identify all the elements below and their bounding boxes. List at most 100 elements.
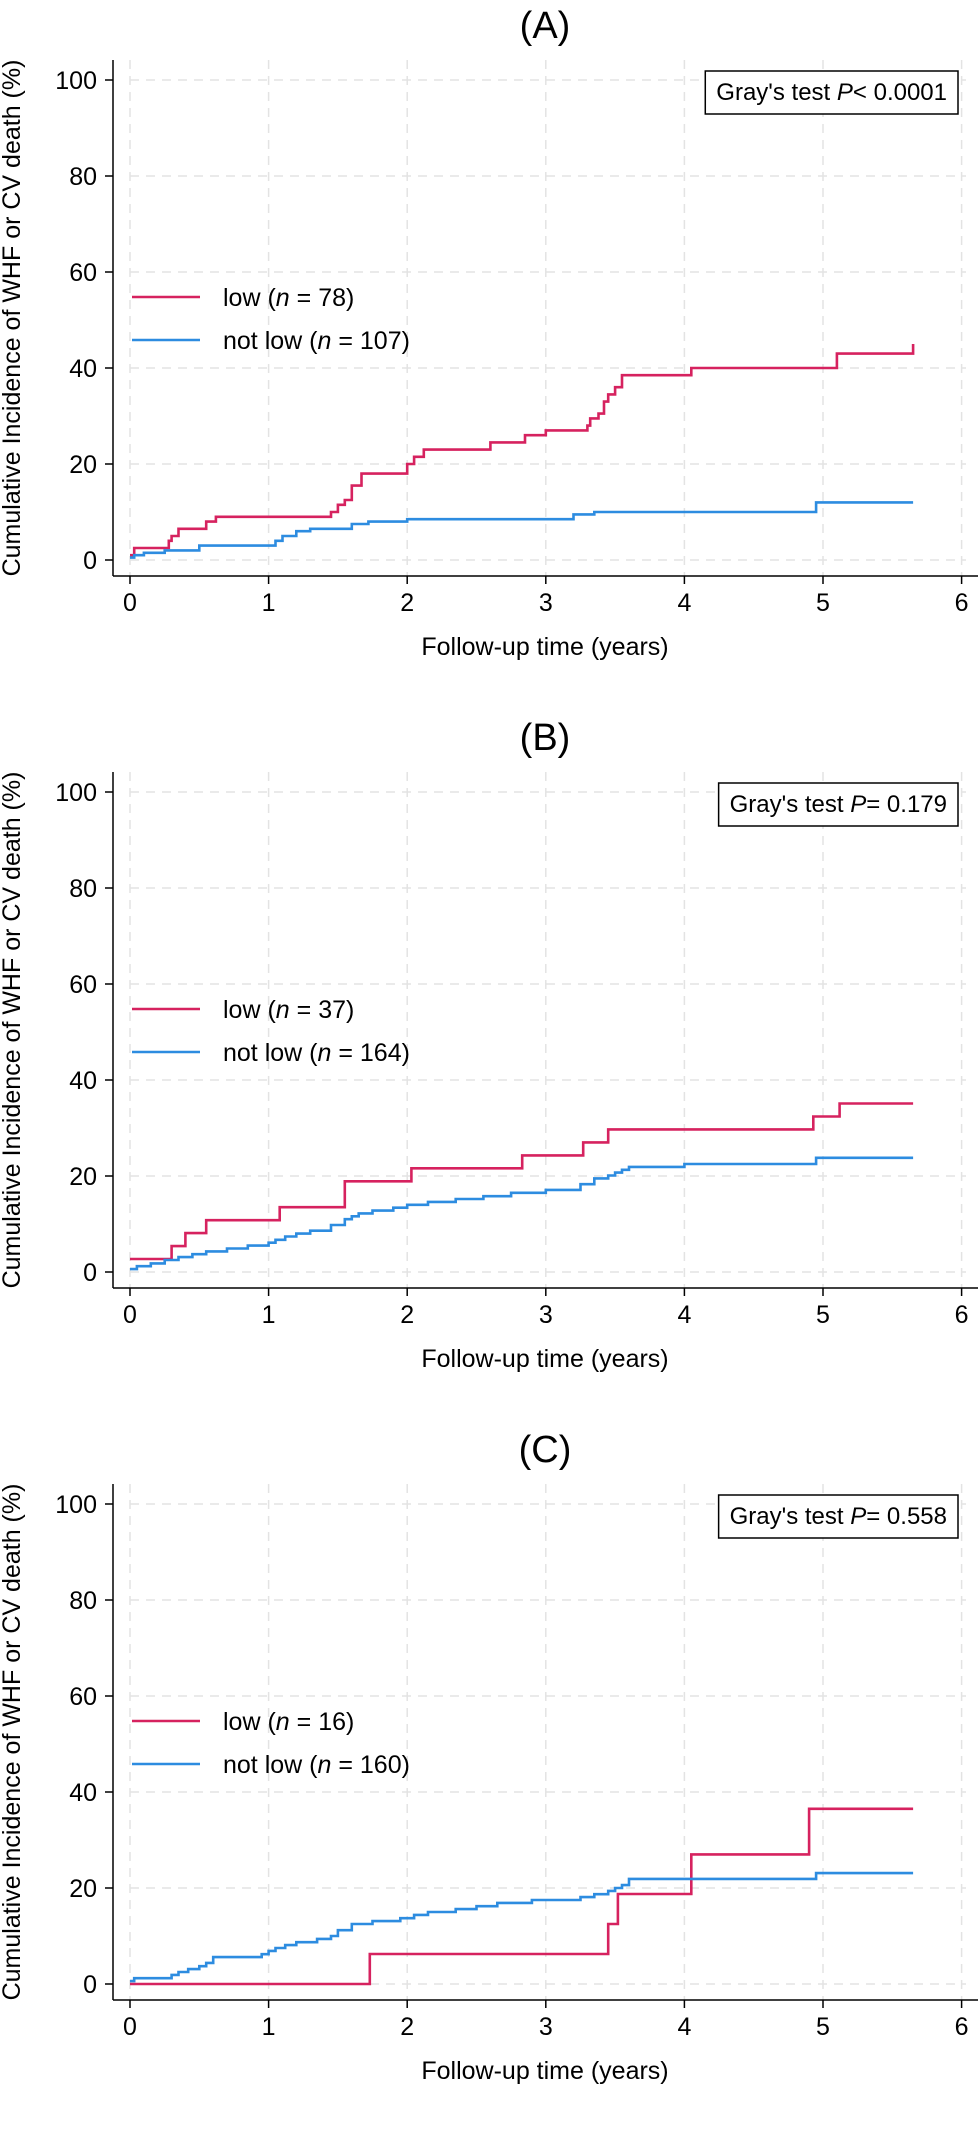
annotation-box bbox=[717, 782, 959, 827]
legend-n-symbol: n bbox=[317, 1039, 331, 1067]
legend-n-symbol: n bbox=[317, 1751, 331, 1779]
legend-n-symbol: n bbox=[317, 327, 331, 355]
series-line-low bbox=[130, 344, 915, 557]
p-value: = 0.558 bbox=[866, 1503, 947, 1530]
legend: low (n = 37)not low (n = 164) bbox=[132, 996, 410, 1067]
series-line-low bbox=[130, 1807, 914, 1986]
legend-count: = 107) bbox=[331, 327, 410, 355]
legend-label-low: low (n = 16) bbox=[223, 1708, 354, 1736]
x-tick-label: 3 bbox=[539, 589, 553, 617]
legend: low (n = 16)not low (n = 160) bbox=[132, 1708, 410, 1779]
legend-count: = 160) bbox=[331, 1751, 410, 1779]
x-tick-label: 4 bbox=[677, 2013, 691, 2041]
x-tick-label: 4 bbox=[677, 589, 691, 617]
y-axis-label: Cumulative Incidence of WHF or CV death … bbox=[0, 772, 26, 1289]
legend-count: = 37) bbox=[290, 996, 355, 1024]
x-tick-label: 5 bbox=[816, 589, 830, 617]
chart-c: (C) 0 20 40 60 80 100 0 1 2 3 4 5 6 Follow-up time (ye… bbox=[0, 1429, 978, 2085]
x-tick-label: 1 bbox=[262, 589, 276, 617]
chart-b: (B) 0 20 40 60 80 100 0 1 2 3 4 5 6 Follow-up time (ye… bbox=[0, 717, 978, 1373]
legend-name: low ( bbox=[223, 996, 276, 1024]
series-line-not-low bbox=[130, 501, 914, 559]
y-tick-label: 100 bbox=[55, 779, 97, 807]
y-tick-label: 20 bbox=[69, 451, 97, 479]
x-tick-label: 0 bbox=[123, 589, 137, 617]
y-tick-label: 20 bbox=[69, 1163, 97, 1191]
x-tick-label: 4 bbox=[677, 1301, 691, 1329]
x-tick-label: 0 bbox=[123, 2013, 137, 2041]
series-line-not-low bbox=[130, 1156, 914, 1271]
legend-label-low: low (n = 37) bbox=[223, 996, 354, 1024]
x-axis-label: Follow-up time (years) bbox=[421, 633, 668, 661]
y-tick-label: 80 bbox=[69, 1587, 97, 1615]
x-tick-label: 1 bbox=[262, 2013, 276, 2041]
gray-test-label: Gray's test bbox=[730, 1503, 851, 1530]
y-tick-label: 0 bbox=[83, 1259, 97, 1287]
legend-label-not-low: not low (n = 164) bbox=[223, 1039, 410, 1067]
legend-label-low: low (n = 78) bbox=[223, 284, 354, 312]
y-tick-label: 60 bbox=[69, 971, 97, 999]
x-tick-label: 5 bbox=[816, 1301, 830, 1329]
x-tick-label: 6 bbox=[955, 2013, 969, 2041]
legend-label-not-low: not low (n = 160) bbox=[223, 1751, 410, 1779]
p-symbol: P bbox=[850, 1503, 866, 1530]
x-axis-label: Follow-up time (years) bbox=[421, 2057, 668, 2085]
p-value: < 0.0001 bbox=[853, 79, 947, 106]
gray-test-annotation: Gray's test P< 0.0001 bbox=[704, 70, 959, 115]
gridlines bbox=[129, 60, 966, 576]
gridlines bbox=[129, 772, 966, 1288]
legend-name: not low ( bbox=[223, 1039, 318, 1067]
gray-test-annotation: Gray's test P= 0.558 bbox=[717, 1494, 959, 1539]
x-tick-label: 3 bbox=[539, 2013, 553, 2041]
p-symbol: P bbox=[837, 79, 853, 106]
legend-name: low ( bbox=[223, 284, 276, 312]
gray-test-text: Gray's test P< 0.0001 bbox=[716, 79, 947, 106]
gray-test-text: Gray's test P= 0.558 bbox=[730, 1503, 947, 1530]
x-tick-label: 6 bbox=[955, 589, 969, 617]
gridlines bbox=[129, 1484, 966, 2000]
legend-count: = 16) bbox=[290, 1708, 355, 1736]
x-axis-label: Follow-up time (years) bbox=[421, 1345, 668, 1373]
gray-test-label: Gray's test bbox=[730, 791, 851, 818]
y-axis-label: Cumulative Incidence of WHF or CV death … bbox=[0, 60, 26, 577]
x-tick-label: 2 bbox=[400, 589, 414, 617]
y-tick-label: 80 bbox=[69, 163, 97, 191]
panel-b: (B) 0 20 40 60 80 100 0 1 2 3 4 5 6 Follow-up time (ye… bbox=[0, 712, 979, 1424]
x-tick-label: 1 bbox=[262, 1301, 276, 1329]
y-tick-label: 100 bbox=[55, 67, 97, 95]
legend-label-not-low: not low (n = 107) bbox=[223, 327, 410, 355]
legend-count: = 78) bbox=[290, 284, 355, 312]
x-tick-label: 2 bbox=[400, 2013, 414, 2041]
legend-n-symbol: n bbox=[276, 284, 290, 312]
y-tick-label: 60 bbox=[69, 259, 97, 287]
y-tick-label: 40 bbox=[69, 1067, 97, 1095]
legend-count: = 164) bbox=[331, 1039, 410, 1067]
panel-a: (A) 0 20 40 60 80 100 0 1 2 3 4 5 6 Follow-up time (ye… bbox=[0, 0, 979, 712]
x-tick-label: 2 bbox=[400, 1301, 414, 1329]
figure: (A) 0 20 40 60 80 100 0 1 2 3 4 5 6 Follow-up time (ye… bbox=[0, 0, 979, 2085]
y-axis-label: Cumulative Incidence of WHF or CV death … bbox=[0, 1484, 26, 2001]
series-line-not-low bbox=[130, 1871, 914, 1983]
gray-test-label: Gray's test bbox=[716, 79, 837, 106]
legend-n-symbol: n bbox=[276, 1708, 290, 1736]
p-symbol: P bbox=[850, 791, 866, 818]
y-tick-label: 80 bbox=[69, 875, 97, 903]
legend-n-symbol: n bbox=[276, 996, 290, 1024]
y-tick-label: 0 bbox=[83, 1971, 97, 1999]
chart-title: (B) bbox=[520, 717, 571, 759]
legend: low (n = 78)not low (n = 107) bbox=[132, 284, 410, 355]
chart-title: (A) bbox=[520, 5, 571, 47]
y-tick-label: 20 bbox=[69, 1875, 97, 1903]
panel-c: (C) 0 20 40 60 80 100 0 1 2 3 4 5 6 Follow-up time (ye… bbox=[0, 1424, 979, 2136]
series-line-low bbox=[130, 1102, 914, 1261]
legend-name: not low ( bbox=[223, 1751, 318, 1779]
y-tick-label: 40 bbox=[69, 355, 97, 383]
y-tick-label: 100 bbox=[55, 1491, 97, 1519]
legend-name: low ( bbox=[223, 1708, 276, 1736]
x-tick-label: 6 bbox=[955, 1301, 969, 1329]
annotation-box bbox=[704, 70, 959, 115]
annotation-box bbox=[717, 1494, 959, 1539]
p-value: = 0.179 bbox=[866, 791, 947, 818]
gray-test-annotation: Gray's test P= 0.179 bbox=[717, 782, 959, 827]
y-tick-label: 0 bbox=[83, 547, 97, 575]
